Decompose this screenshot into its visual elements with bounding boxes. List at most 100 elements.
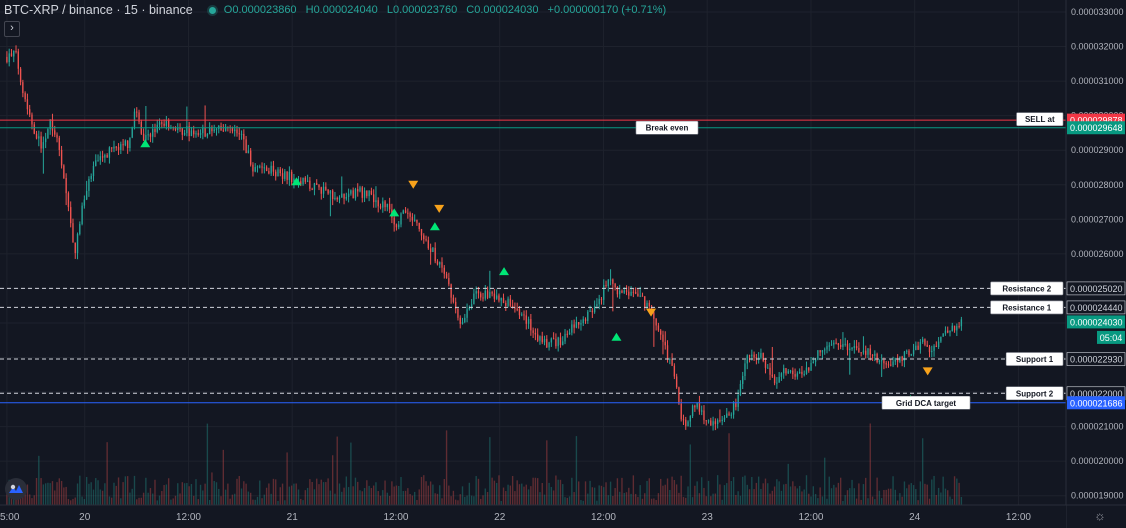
candle-body	[416, 219, 418, 223]
volume-bar	[862, 484, 865, 505]
price-tick-label: 0.000031000	[1071, 76, 1124, 86]
candle-body	[179, 127, 181, 129]
symbol-title[interactable]: BTC-XRP / binance · 15 · binance	[4, 3, 193, 17]
volume-bar	[486, 492, 489, 505]
candle-body	[821, 350, 824, 353]
symbol-legend: BTC-XRP / binance · 15 · binance O0.0000…	[4, 2, 672, 18]
volume-bar	[937, 487, 940, 505]
candle-body	[386, 203, 389, 208]
candle-body	[240, 133, 243, 135]
price-axis-panel[interactable]	[1066, 0, 1126, 528]
volume-bar	[903, 481, 906, 505]
volume-bar	[388, 495, 391, 505]
candle-body	[896, 358, 899, 362]
volume-bar	[562, 484, 564, 505]
candle-body	[345, 197, 348, 199]
candle-body	[372, 194, 375, 203]
volume-bar	[19, 495, 22, 505]
volume-bar	[275, 479, 277, 505]
current-price-text: 0.000024030	[1070, 317, 1123, 327]
candle-body	[527, 319, 530, 324]
candle-body	[156, 124, 158, 132]
candle-body	[122, 144, 124, 146]
volume-bar	[425, 481, 427, 505]
volume-bar	[56, 482, 58, 505]
candle-body	[819, 350, 821, 353]
candle-body	[366, 190, 368, 197]
volume-bar	[345, 476, 348, 505]
time-axis-panel[interactable]	[0, 505, 1066, 528]
volume-bar	[172, 498, 174, 505]
volume-bar	[325, 482, 327, 505]
volume-bar	[719, 484, 721, 505]
volume-bar	[473, 496, 475, 505]
tradingview-logo-icon[interactable]	[5, 478, 27, 500]
candle-body	[523, 314, 525, 316]
candle-body	[514, 307, 516, 309]
candle-body	[801, 371, 803, 375]
volume-bar	[181, 482, 184, 505]
gear-icon[interactable]: ☼	[1094, 508, 1106, 523]
candle-body	[466, 309, 468, 318]
volume-bar	[580, 500, 582, 505]
volume-bar	[498, 475, 500, 505]
candle-body	[306, 180, 309, 182]
candle-body	[124, 140, 127, 146]
volume-bar	[293, 483, 295, 505]
candle-body	[495, 295, 498, 299]
candle-body	[660, 330, 662, 335]
volume-bar	[188, 486, 190, 505]
candle-body	[31, 114, 33, 125]
candle-body	[202, 127, 204, 134]
volume-bar	[947, 490, 949, 505]
candle-body	[293, 178, 295, 183]
volume-bar	[846, 490, 849, 505]
candle-body	[593, 306, 596, 313]
volume-bar	[67, 499, 70, 505]
volume-bar	[769, 493, 771, 505]
candle-body	[213, 129, 215, 132]
candle-body	[942, 333, 944, 337]
volume-bar	[589, 480, 591, 505]
candle-body	[530, 319, 532, 331]
collapse-legend-button[interactable]: ›	[4, 21, 20, 37]
candle-body	[716, 420, 719, 425]
volume-bar	[619, 491, 621, 505]
candle-body	[120, 144, 122, 150]
volume-bar	[58, 478, 60, 505]
candle-body	[58, 137, 60, 150]
volume-bar	[245, 483, 247, 505]
volume-bar	[331, 455, 334, 505]
volume-bar	[798, 485, 801, 505]
volume-bar	[329, 490, 332, 505]
volume-bar	[890, 488, 892, 505]
volume-bar	[495, 482, 498, 505]
candle-body	[689, 416, 691, 422]
volume-bar	[38, 455, 40, 505]
volume-bar	[917, 500, 919, 505]
candle-body	[771, 374, 773, 377]
candle-body	[511, 305, 514, 308]
candle-body	[584, 319, 587, 322]
candle-body	[824, 349, 826, 351]
level-label-text: SELL at	[1025, 115, 1055, 124]
volume-bar	[432, 484, 434, 505]
buy-marker-icon	[429, 222, 440, 231]
candle-body	[919, 341, 922, 350]
candle-body	[22, 82, 24, 94]
volume-bar	[926, 484, 928, 505]
volume-bar	[229, 498, 231, 505]
price-tick-label: 0.000020000	[1071, 456, 1124, 466]
volume-bar	[783, 484, 785, 505]
volume-bar	[814, 493, 817, 505]
candle-body	[682, 419, 685, 421]
candle-body	[152, 129, 154, 137]
volume-bar	[411, 495, 414, 505]
volume-bar	[901, 496, 903, 505]
volume-bar	[484, 488, 486, 505]
volume-bar	[313, 489, 316, 505]
candle-body	[249, 150, 252, 165]
candle-body	[780, 373, 783, 377]
candle-body	[705, 420, 707, 422]
